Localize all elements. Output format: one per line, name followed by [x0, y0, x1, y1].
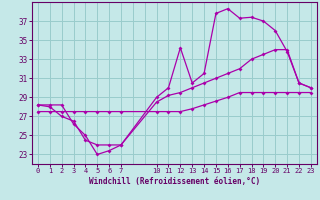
X-axis label: Windchill (Refroidissement éolien,°C): Windchill (Refroidissement éolien,°C) [89, 177, 260, 186]
